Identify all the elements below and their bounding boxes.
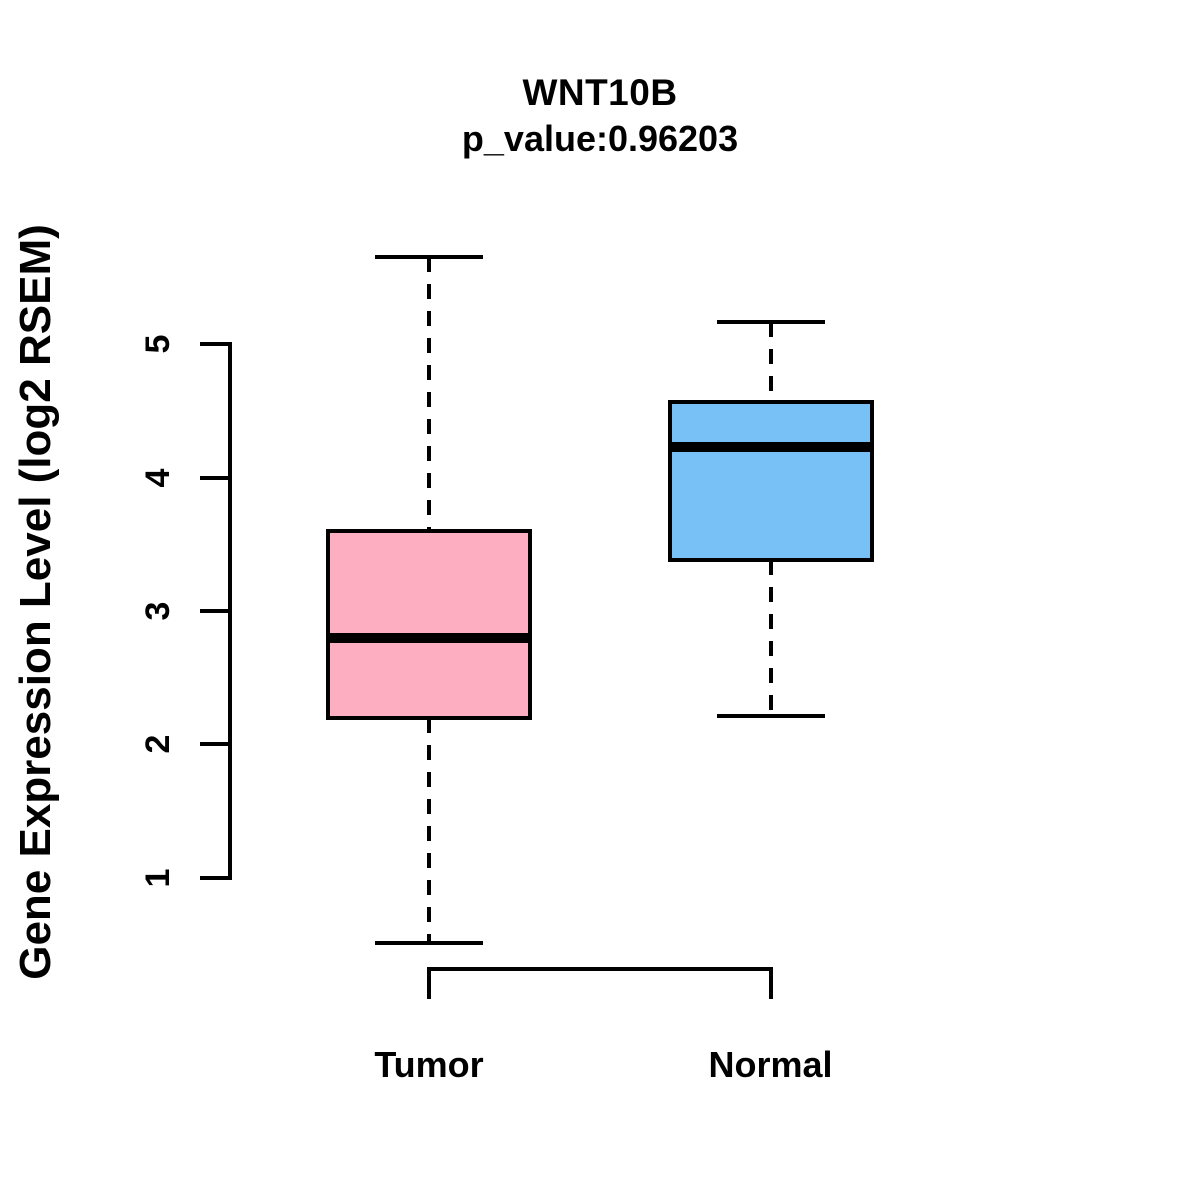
x-axis-tick: [768, 969, 773, 999]
y-axis-tick-label: 2: [138, 734, 177, 754]
normal-lower-whisker: [768, 560, 773, 717]
y-axis-tick: [200, 475, 230, 480]
normal-box: [667, 399, 874, 563]
normal-upper-whisker: [768, 321, 773, 402]
y-axis-title: Gene Expression Level (log2 RSEM): [11, 224, 60, 980]
y-axis-tick-label: 5: [138, 334, 177, 354]
x-axis-line: [427, 967, 773, 971]
tumor-lower-whisker-cap: [375, 941, 483, 946]
normal-category-label: Normal: [708, 1044, 833, 1085]
y-axis-tick: [200, 609, 230, 613]
x-axis-tick: [427, 969, 431, 999]
normal-lower-whisker-cap: [716, 714, 825, 719]
tumor-upper-whisker-cap: [375, 255, 483, 260]
y-axis-line: [228, 342, 232, 880]
y-axis-tick: [200, 742, 230, 747]
y-axis-tick: [200, 875, 230, 880]
chart-title: WNT10B: [522, 72, 678, 113]
tumor-box: [326, 528, 532, 720]
y-axis-tick-label: 1: [138, 868, 177, 888]
chart-subtitle-pvalue: p_value:0.96203: [461, 118, 739, 159]
y-axis-tick: [200, 342, 230, 347]
normal-median-line: [667, 441, 874, 452]
tumor-lower-whisker: [427, 717, 431, 944]
tumor-median-line: [326, 632, 532, 643]
y-axis-tick-label: 4: [138, 468, 177, 488]
tumor-category-label: Tumor: [374, 1044, 484, 1085]
normal-upper-whisker-cap: [716, 319, 825, 324]
y-axis-tick-label: 3: [138, 601, 177, 621]
tumor-upper-whisker: [427, 257, 431, 531]
